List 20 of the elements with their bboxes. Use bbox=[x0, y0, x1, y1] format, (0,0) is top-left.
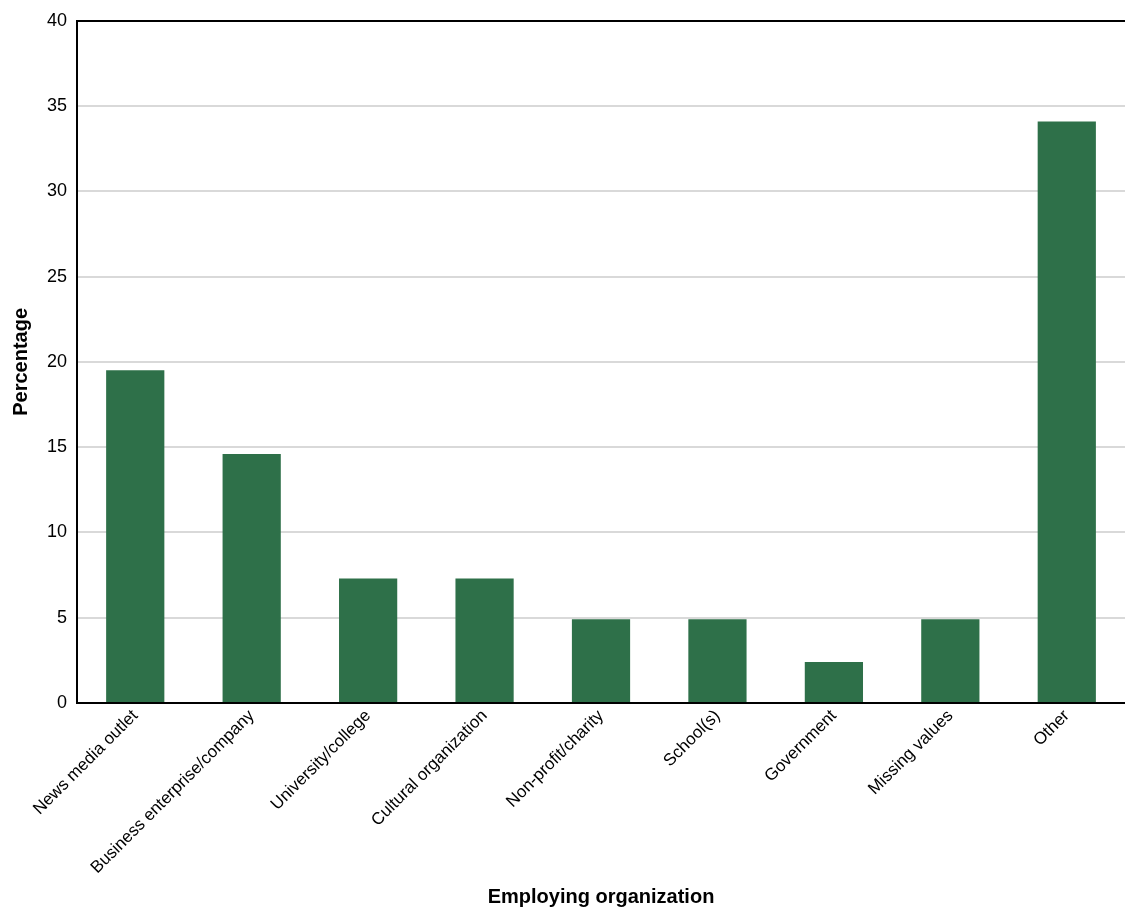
y-tick-label: 30 bbox=[46, 180, 68, 201]
bar bbox=[1037, 121, 1096, 702]
bar bbox=[339, 578, 398, 702]
y-axis-title: Percentage bbox=[8, 307, 31, 416]
y-tick-label: 20 bbox=[46, 350, 68, 371]
y-tick-label: 25 bbox=[46, 265, 68, 286]
y-tick-label: 35 bbox=[46, 95, 68, 116]
bar bbox=[106, 370, 165, 702]
bar bbox=[804, 661, 864, 702]
x-axis-title: Employing organization bbox=[487, 884, 715, 907]
bar bbox=[222, 453, 281, 702]
bar bbox=[455, 578, 514, 702]
y-tick-label: 10 bbox=[46, 521, 68, 542]
bar bbox=[921, 619, 980, 702]
y-tick-label: 15 bbox=[46, 436, 68, 457]
bar bbox=[571, 619, 631, 702]
y-tick-label: 5 bbox=[57, 606, 68, 627]
y-tick-label: 40 bbox=[46, 9, 68, 30]
y-tick-label: 0 bbox=[57, 691, 68, 712]
bar bbox=[688, 619, 747, 702]
